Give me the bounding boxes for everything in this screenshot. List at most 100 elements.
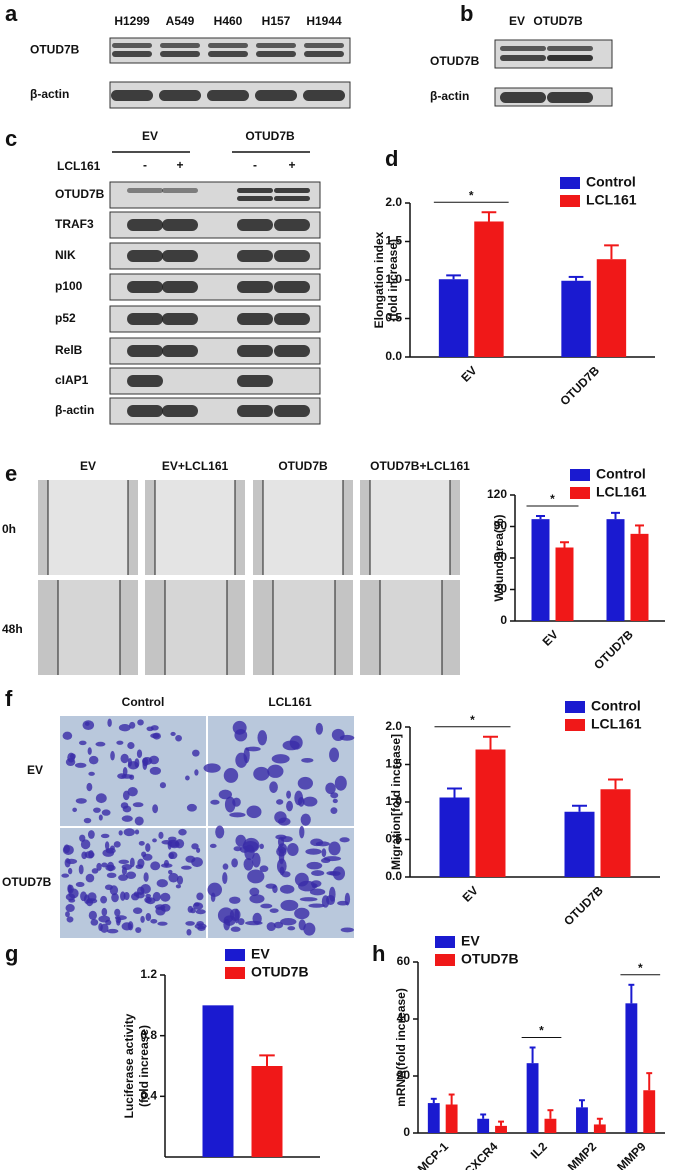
cell-layer	[343, 480, 353, 575]
blot	[109, 37, 351, 64]
cell	[81, 851, 88, 860]
band	[304, 43, 344, 48]
cell	[88, 771, 95, 776]
legend-label: OTUD7B	[251, 964, 309, 980]
band	[127, 250, 163, 262]
cell	[159, 782, 167, 789]
cell	[150, 861, 161, 871]
cell	[257, 730, 268, 746]
cell	[75, 798, 87, 804]
cell	[83, 894, 90, 905]
cell	[116, 919, 121, 926]
group-label: EV	[142, 129, 158, 143]
cell	[150, 918, 158, 924]
cell	[106, 928, 119, 934]
cell	[168, 872, 179, 883]
cell	[195, 909, 206, 915]
bar	[438, 279, 469, 357]
band	[112, 43, 152, 48]
row-label: OTUD7B	[30, 43, 80, 57]
cell	[299, 825, 305, 839]
band	[500, 46, 546, 51]
cell	[134, 816, 144, 826]
cell	[237, 918, 245, 926]
cell	[65, 904, 75, 913]
bar	[625, 1003, 638, 1133]
row-label: EV	[27, 763, 43, 777]
y-tick-label: 1.2	[140, 967, 157, 981]
bar	[477, 1118, 490, 1133]
cell-layer	[253, 480, 263, 575]
cell-layer	[253, 580, 273, 675]
panel-letter: a	[5, 1, 18, 26]
legend-swatch	[565, 701, 585, 713]
cell	[223, 915, 236, 926]
lane-label: EV	[509, 14, 525, 28]
cell	[301, 757, 314, 763]
cell	[229, 812, 246, 818]
y-tick-label: 0.4	[140, 1089, 157, 1103]
cell	[132, 802, 144, 808]
cell	[170, 731, 176, 736]
row-label: OTUD7B	[2, 875, 52, 889]
row-label: β-actin	[30, 87, 69, 101]
band	[162, 313, 198, 325]
cell	[160, 892, 171, 902]
cell	[65, 893, 76, 901]
transwell-image	[60, 716, 206, 826]
cell	[329, 747, 340, 763]
cell	[320, 858, 331, 864]
cell	[310, 880, 322, 888]
cell	[315, 841, 330, 847]
cell-layer	[442, 580, 460, 675]
band	[208, 51, 248, 57]
cell	[86, 782, 93, 792]
cell	[121, 863, 133, 871]
cell	[181, 865, 192, 870]
cell	[118, 724, 131, 732]
cell	[272, 885, 278, 894]
panel-letter: c	[5, 126, 17, 151]
band	[208, 43, 248, 48]
column-label: Control	[122, 695, 165, 709]
cell	[135, 864, 144, 870]
cell	[245, 920, 263, 926]
cell	[286, 790, 292, 799]
band	[274, 196, 310, 201]
cell	[235, 834, 246, 847]
cell	[93, 807, 101, 813]
cell	[118, 830, 123, 836]
cell	[328, 886, 336, 902]
cell	[253, 766, 270, 781]
cell	[143, 872, 149, 882]
cell	[178, 828, 187, 836]
cell	[339, 837, 350, 843]
cell	[298, 919, 306, 931]
cell	[185, 775, 190, 781]
cell	[88, 755, 99, 765]
cell	[104, 841, 110, 850]
cell-layer	[145, 480, 155, 575]
cell	[123, 828, 135, 837]
cell	[129, 857, 135, 868]
y-tick-label: 1.0	[385, 794, 402, 808]
legend-swatch	[560, 195, 580, 207]
lane-label: OTUD7B	[533, 14, 583, 28]
band	[127, 405, 163, 417]
cell	[306, 861, 323, 870]
cell	[215, 825, 225, 839]
column-label: OTUD7B	[278, 459, 328, 473]
legend-swatch	[225, 967, 245, 979]
cell	[266, 922, 276, 932]
cell	[127, 921, 134, 931]
band	[162, 219, 198, 231]
band	[237, 375, 273, 387]
y-tick-label: 0	[500, 613, 507, 627]
cell	[302, 796, 318, 807]
lane-label: H157	[262, 14, 291, 28]
band	[237, 281, 273, 293]
cell	[192, 749, 200, 757]
wound-image	[145, 480, 245, 575]
cell-layer	[227, 580, 245, 675]
